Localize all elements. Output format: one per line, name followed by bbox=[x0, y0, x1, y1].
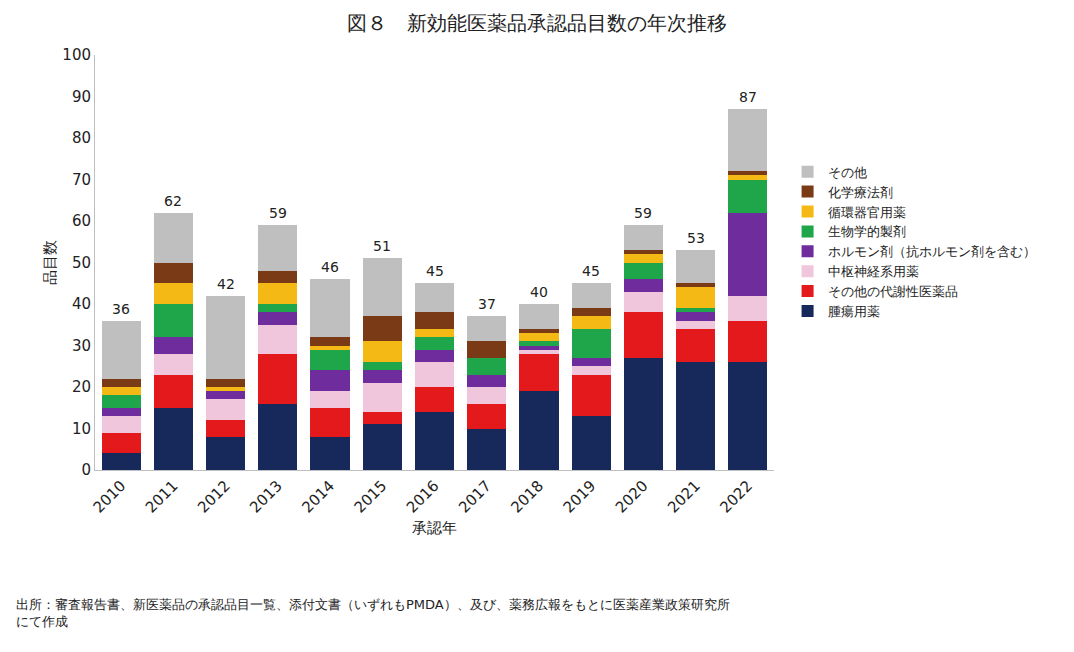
svg-text:37: 37 bbox=[478, 296, 496, 312]
svg-text:45: 45 bbox=[426, 263, 444, 279]
svg-text:53: 53 bbox=[687, 230, 705, 246]
svg-text:承認年: 承認年 bbox=[412, 519, 457, 537]
svg-text:0: 0 bbox=[81, 461, 91, 479]
svg-text:2018: 2018 bbox=[507, 477, 547, 517]
svg-text:45: 45 bbox=[582, 263, 600, 279]
svg-text:30: 30 bbox=[72, 337, 91, 355]
svg-text:51: 51 bbox=[373, 238, 391, 254]
svg-text:2021: 2021 bbox=[664, 477, 704, 517]
svg-text:62: 62 bbox=[164, 193, 182, 209]
svg-text:10: 10 bbox=[72, 420, 91, 438]
svg-text:46: 46 bbox=[321, 259, 339, 275]
svg-text:2022: 2022 bbox=[716, 477, 756, 517]
svg-text:2016: 2016 bbox=[403, 477, 443, 517]
svg-text:循環器官用薬: 循環器官用薬 bbox=[828, 205, 906, 220]
svg-text:2013: 2013 bbox=[246, 477, 286, 517]
svg-text:生物学的製剤: 生物学的製剤 bbox=[828, 224, 906, 239]
svg-text:80: 80 bbox=[72, 129, 91, 147]
svg-text:2017: 2017 bbox=[455, 477, 495, 517]
svg-text:100: 100 bbox=[62, 46, 91, 64]
svg-text:59: 59 bbox=[269, 205, 287, 221]
svg-text:2014: 2014 bbox=[298, 477, 338, 517]
svg-text:出所：審査報告書、新医薬品の承認品目一覧、添付文書（いずれも: 出所：審査報告書、新医薬品の承認品目一覧、添付文書（いずれもPMDA）、及び、薬… bbox=[16, 597, 730, 629]
svg-text:2012: 2012 bbox=[194, 477, 234, 517]
svg-text:品目数: 品目数 bbox=[41, 240, 59, 285]
svg-text:70: 70 bbox=[72, 171, 91, 189]
svg-text:2019: 2019 bbox=[560, 477, 600, 517]
svg-text:40: 40 bbox=[530, 284, 548, 300]
svg-text:50: 50 bbox=[72, 254, 91, 272]
svg-text:図８ 新効能医薬品承認品目数の年次推移: 図８ 新効能医薬品承認品目数の年次推移 bbox=[347, 11, 727, 35]
svg-text:その他: その他 bbox=[828, 165, 867, 180]
svg-text:87: 87 bbox=[739, 89, 757, 105]
svg-text:42: 42 bbox=[217, 276, 235, 292]
svg-text:90: 90 bbox=[72, 88, 91, 106]
svg-text:化学療法剤: 化学療法剤 bbox=[828, 185, 893, 200]
svg-text:40: 40 bbox=[72, 295, 91, 313]
svg-text:2015: 2015 bbox=[351, 477, 391, 517]
svg-text:腫瘍用薬: 腫瘍用薬 bbox=[828, 304, 880, 319]
svg-text:36: 36 bbox=[112, 301, 130, 317]
svg-text:その他の代謝性医薬品: その他の代謝性医薬品 bbox=[828, 284, 958, 299]
svg-text:中枢神経系用薬: 中枢神経系用薬 bbox=[828, 264, 919, 279]
svg-text:59: 59 bbox=[634, 205, 652, 221]
svg-text:2020: 2020 bbox=[612, 477, 652, 517]
svg-text:2010: 2010 bbox=[90, 477, 130, 517]
svg-text:20: 20 bbox=[72, 378, 91, 396]
svg-text:2011: 2011 bbox=[142, 477, 182, 517]
svg-text:ホルモン剤（抗ホルモン剤を含む）: ホルモン剤（抗ホルモン剤を含む） bbox=[828, 244, 1036, 259]
svg-text:60: 60 bbox=[72, 212, 91, 230]
